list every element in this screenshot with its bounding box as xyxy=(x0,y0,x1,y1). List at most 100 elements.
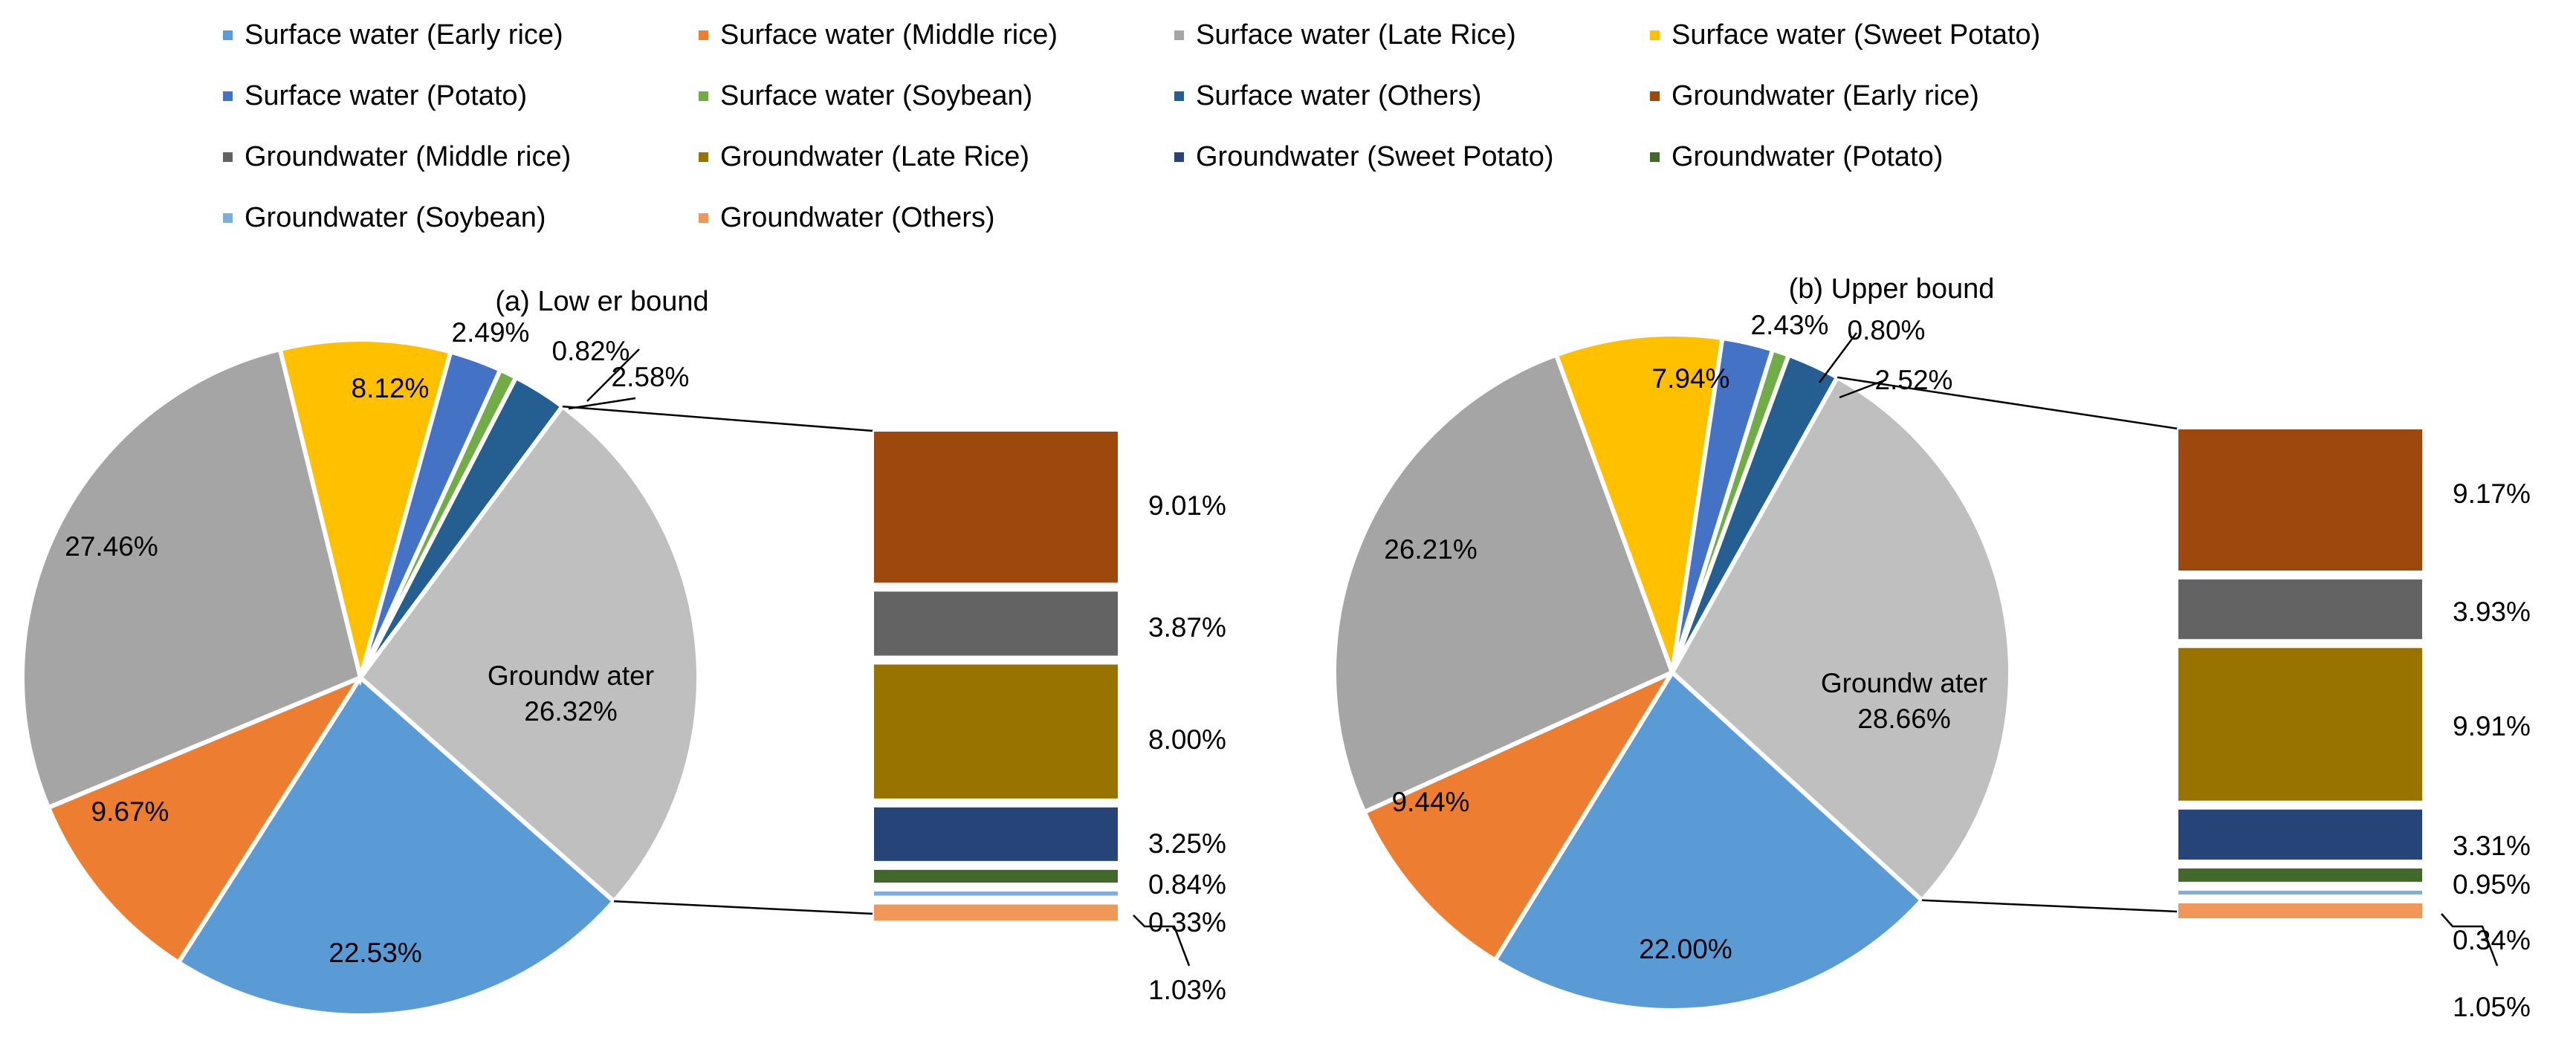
bar-segment xyxy=(2177,646,2424,802)
bar-segment xyxy=(873,868,1119,885)
legend-swatch xyxy=(699,91,708,101)
bar-segment xyxy=(873,430,1119,585)
bar-data-label: 9.01% xyxy=(1148,490,1226,521)
pie-data-label: Groundw ater 26.32% xyxy=(488,660,654,727)
bar-data-label: 3.87% xyxy=(1148,612,1226,643)
legend-swatch xyxy=(699,212,708,223)
chart-lower-bound: (a) Low er bound 22.53% 9.67% 27.46% 8.12% 2.… xyxy=(20,286,1226,1018)
bar-segment xyxy=(873,590,1119,657)
legend-swatch xyxy=(699,152,708,162)
pie-slice xyxy=(1332,351,1675,816)
connector-line xyxy=(1836,376,2178,430)
pie-slice xyxy=(175,674,618,1018)
legend-item: Groundwater (Soybean) xyxy=(223,196,699,239)
legend-item: Groundwater (Early rice) xyxy=(1650,74,2170,117)
connector-line xyxy=(614,900,874,915)
legend-swatch xyxy=(1174,91,1184,101)
bar-segment xyxy=(2177,867,2424,883)
legend-swatch xyxy=(223,212,233,223)
legend-item: Groundwater (Late Rice) xyxy=(699,135,1174,178)
legend-label: Surface water (Middle rice) xyxy=(720,19,1058,51)
bar-data-label: 0.84% xyxy=(1148,869,1226,900)
legend-swatch xyxy=(699,30,708,40)
pie-data-label: 2.52% xyxy=(1875,365,1953,395)
bar-data-label: 9.91% xyxy=(2453,711,2531,741)
bar-data-label: 3.93% xyxy=(2453,597,2531,627)
pie-data-label: 7.94% xyxy=(1652,363,1730,394)
pie-slice xyxy=(357,403,701,905)
legend-label: Groundwater (Others) xyxy=(720,201,995,233)
connector-line xyxy=(562,405,874,432)
leader-line xyxy=(1818,332,1858,383)
pie-slice xyxy=(1669,374,2013,904)
legend-label: Groundwater (Sweet Potato) xyxy=(1196,140,1554,172)
pie-slice xyxy=(1361,667,1678,964)
bar-data-label: 3.31% xyxy=(2453,831,2531,861)
leader-line xyxy=(586,348,640,402)
pie-data-label: 22.00% xyxy=(1639,934,1732,964)
legend-item: Surface water (Early rice) xyxy=(223,13,699,56)
legend-item: Surface water (Soybean) xyxy=(699,74,1174,117)
pie-data-label: 26.21% xyxy=(1384,534,1478,565)
bar-segment xyxy=(2177,889,2424,897)
pie-data-label: 9.67% xyxy=(91,796,169,827)
bar-segment xyxy=(2177,428,2424,572)
connector-line xyxy=(1921,899,2178,913)
pie-slice xyxy=(1492,669,1926,1013)
bar-segment xyxy=(2177,808,2424,862)
legend-label: Groundwater (Middle rice) xyxy=(245,140,572,172)
legend-item: Surface water (Sweet Potato) xyxy=(1650,13,2170,56)
pie-slice xyxy=(45,672,366,966)
chart-title: (a) Low er bound xyxy=(495,286,708,317)
legend-label: Groundwater (Late Rice) xyxy=(720,140,1030,172)
pie-slice xyxy=(277,337,454,686)
legend-swatch xyxy=(1174,152,1184,162)
legend-label: Surface water (Early rice) xyxy=(245,19,563,51)
legend-label: Surface water (Potato) xyxy=(245,79,528,111)
leader-line xyxy=(1133,915,1191,967)
chart-title: (b) Upper bound xyxy=(1789,273,1995,305)
bar-segment xyxy=(873,663,1119,800)
bar-data-label: 0.95% xyxy=(2453,869,2531,900)
bar-segment xyxy=(873,903,1119,923)
pie-slice xyxy=(20,346,363,811)
pie-data-label: 2.49% xyxy=(452,317,530,348)
chart-legend: Surface water (Early rice) Surface water … xyxy=(223,13,2527,239)
pie-data-label: 27.46% xyxy=(65,531,158,562)
bar-segment xyxy=(873,890,1119,897)
pie-data-label: 8.12% xyxy=(352,373,430,403)
legend-swatch xyxy=(1650,30,1660,40)
legend-swatch xyxy=(1650,152,1660,162)
legend-swatch xyxy=(1174,30,1184,40)
legend-label: Groundwater (Potato) xyxy=(1672,140,1944,172)
bar-segment xyxy=(2177,577,2424,641)
pie-data-label: 2.43% xyxy=(1751,310,1829,340)
bar-data-label: 1.05% xyxy=(2453,992,2531,1022)
chart-upper-bound: (b) Upper bound 22.00% 9.44% 26.21% 7.94% 2.4… xyxy=(1332,273,2531,1022)
legend-swatch xyxy=(223,91,233,101)
pie-data-label: 2.58% xyxy=(612,362,690,392)
legend-label: Groundwater (Soybean) xyxy=(245,201,546,233)
bar-data-label: 3.25% xyxy=(1148,828,1226,859)
pie-slice xyxy=(1553,332,1725,674)
legend-item: Groundwater (Potato) xyxy=(1650,135,2170,178)
pie-data-label: 0.80% xyxy=(1848,315,1926,345)
pie-data-label: 0.82% xyxy=(552,336,630,366)
bar-segment xyxy=(2177,902,2424,920)
bar-data-label: 0.33% xyxy=(1148,907,1226,938)
legend-item: Groundwater (Others) xyxy=(699,196,1174,239)
legend-label: Surface water (Sweet Potato) xyxy=(1672,19,2041,51)
legend-swatch xyxy=(1650,91,1660,101)
legend-label: Surface water (Soybean) xyxy=(720,79,1033,111)
bar-data-label: 8.00% xyxy=(1148,724,1226,755)
leader-line xyxy=(568,397,636,410)
legend-item: Surface water (Middle rice) xyxy=(699,13,1174,56)
legend-label: Groundwater (Early rice) xyxy=(1672,79,1979,111)
bar-data-label: 9.17% xyxy=(2453,478,2531,509)
leader-line xyxy=(2441,913,2499,967)
pie-data-label: 22.53% xyxy=(329,938,422,968)
legend-label: Surface water (Late Rice) xyxy=(1196,19,1516,51)
legend-item: Surface water (Others) xyxy=(1174,74,1650,117)
legend-item: Groundwater (Sweet Potato) xyxy=(1174,135,1650,178)
